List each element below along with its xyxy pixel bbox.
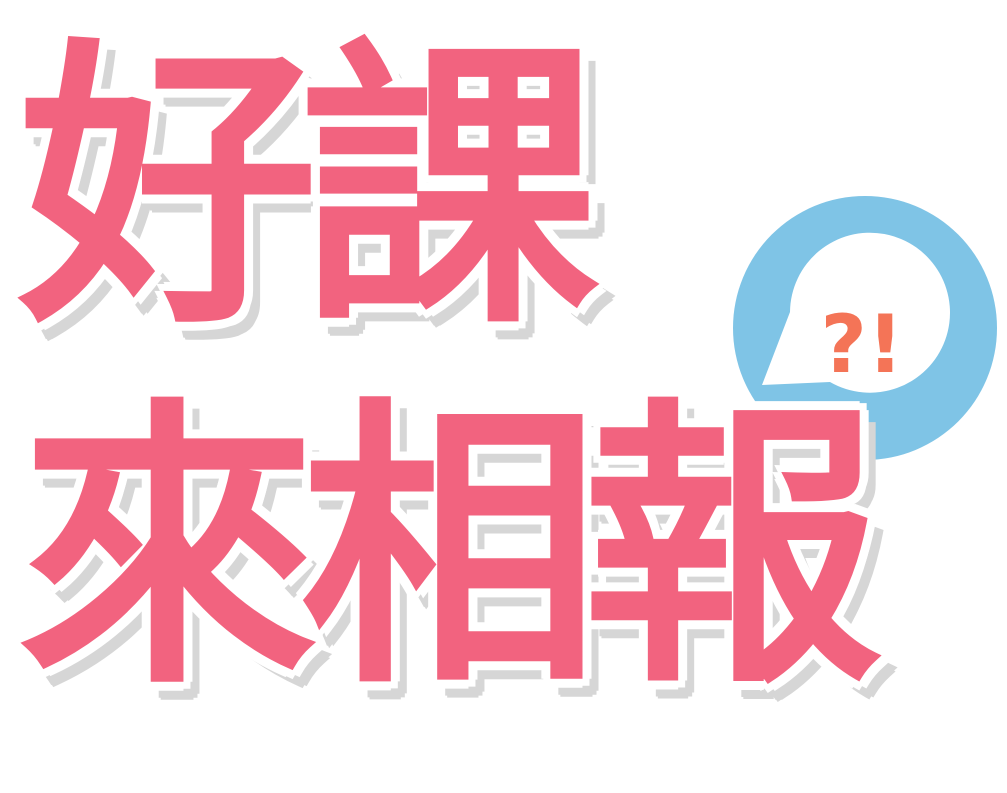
logo-title-line-1: 好課	[18, 15, 600, 364]
logo-title-line-2: 來相報	[18, 375, 882, 724]
bubble-inner-shape	[762, 232, 950, 393]
bubble-text: ?!	[821, 298, 904, 391]
